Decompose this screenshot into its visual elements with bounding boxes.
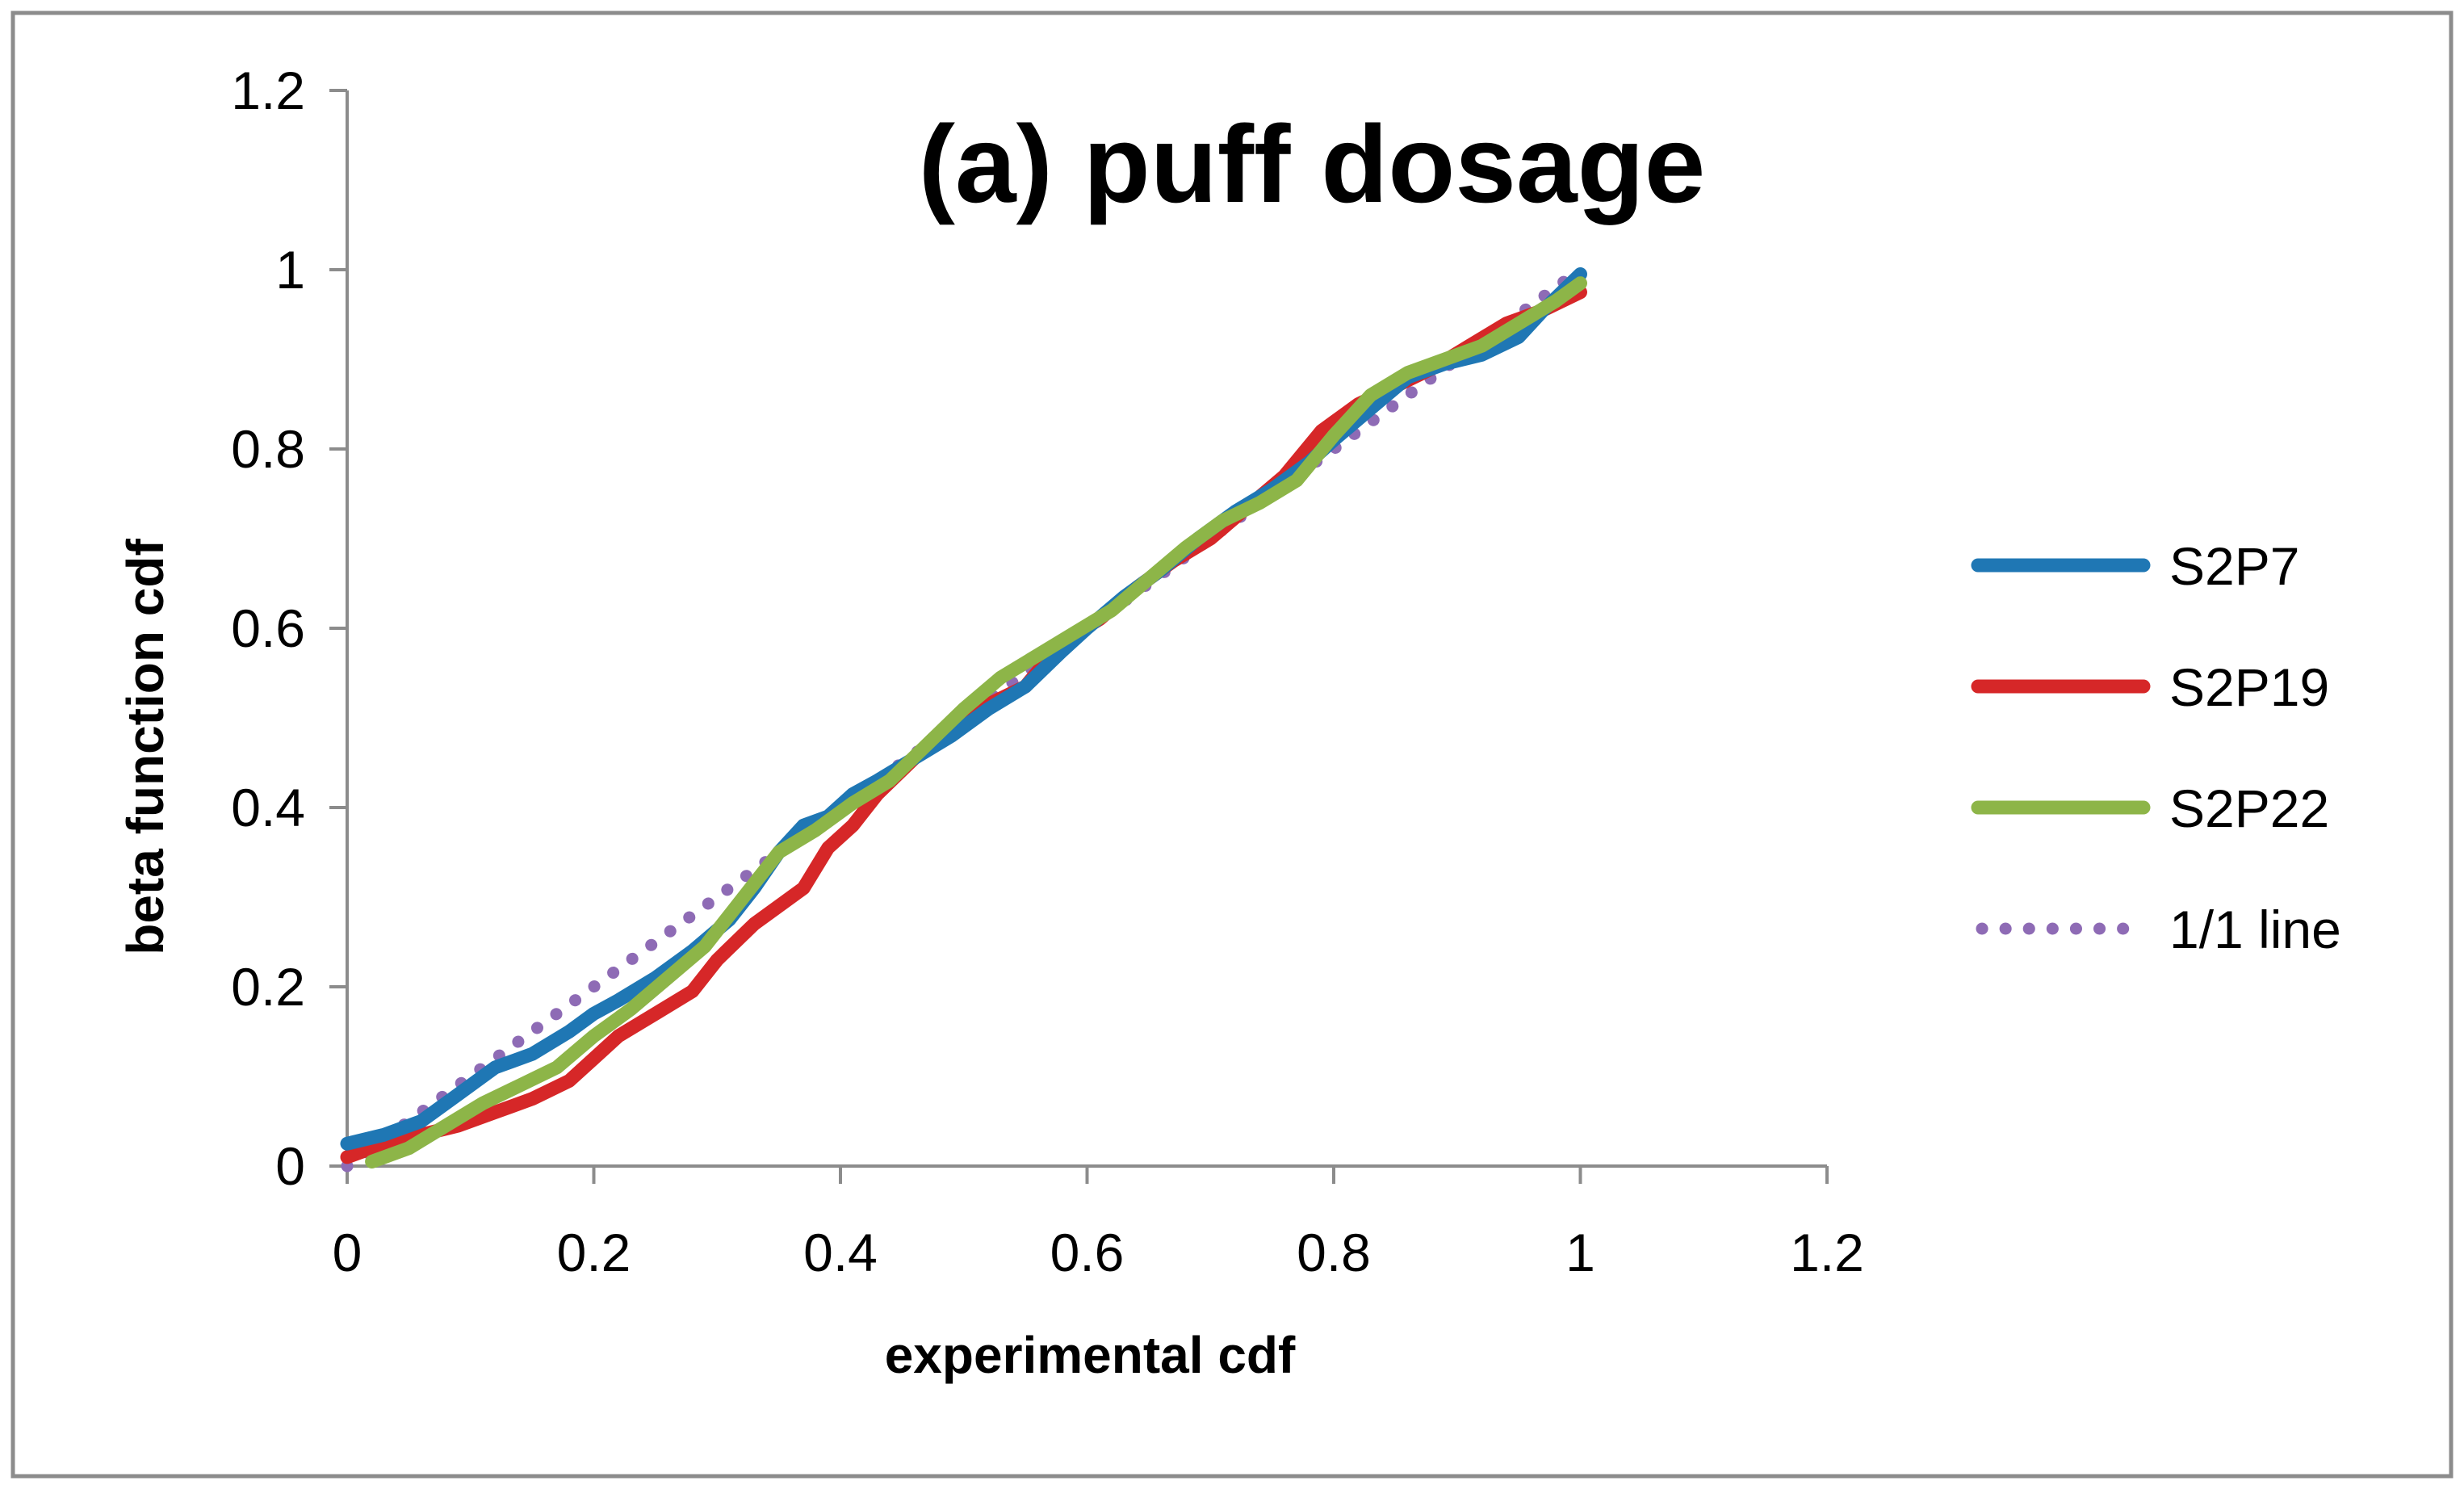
series-line-1-1-line [341,263,1586,1173]
x-tick-label: 0.8 [1297,1223,1371,1282]
x-tick-label: 0 [333,1223,362,1282]
y-tick-label: 1 [275,240,305,300]
x-tick-label: 0.4 [803,1223,878,1282]
y-tick-label: 0.8 [231,419,305,479]
legend-label: S2P7 [2169,536,2299,596]
axes: 0 0.2 0.4 0.6 0.8 1 1.2 0 0.2 0.4 0.6 0.8 1 1.2 [231,61,1864,1282]
series-line-s2p22 [365,276,1587,1168]
x-axis-title: experimental cdf [885,1326,1296,1384]
chart-border [10,10,2454,1479]
chart-title: (a) puff dosage [919,103,1706,225]
legend-label: S2P22 [2169,778,2329,838]
y-tick-label: 0.4 [231,778,305,837]
x-tick-label: 1 [1565,1223,1595,1282]
x-tick-label: 0.2 [557,1223,631,1282]
y-tick-label: 0.6 [231,598,305,658]
legend-label: S2P19 [2169,657,2329,717]
legend: S2P7 S2P19 S2P22 1/1 line [1971,536,2341,959]
x-tick-label: 0.6 [1050,1223,1125,1282]
legend-label: 1/1 line [2169,900,2341,959]
y-tick-label: 0 [275,1136,305,1196]
series-group [340,263,1587,1173]
y-tick-label: 0.2 [231,957,305,1017]
x-tick-label: 1.2 [1790,1223,1864,1282]
y-tick-label: 1.2 [231,61,305,120]
y-axis-title: beta function cdf [116,539,174,955]
